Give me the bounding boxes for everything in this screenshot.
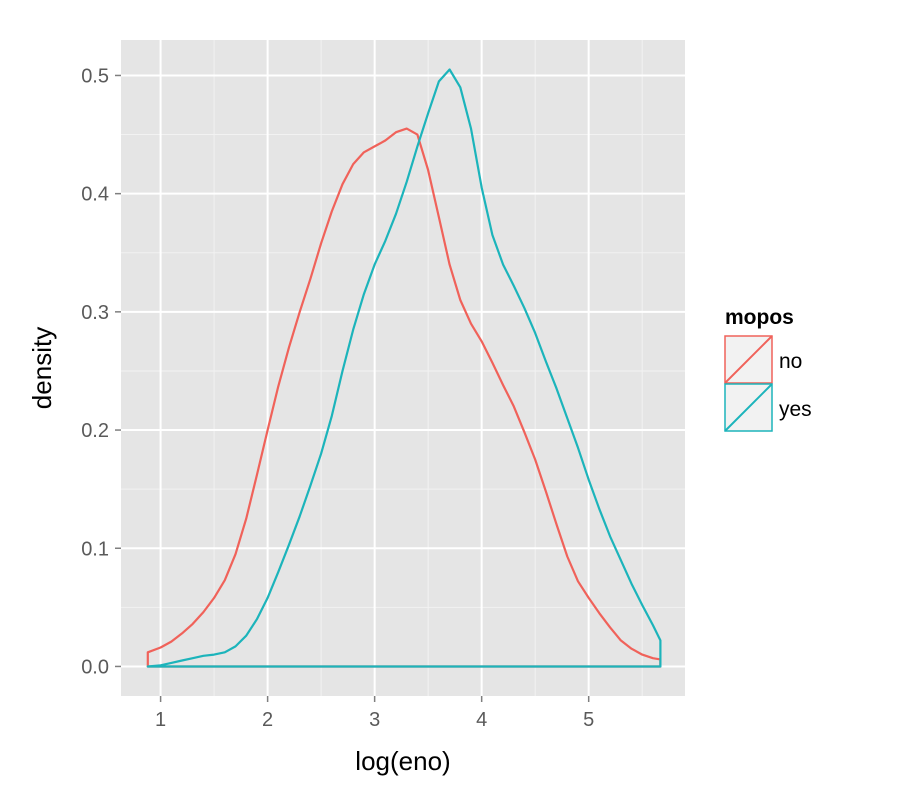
grid-major [121,40,685,696]
legend-key-line [724,383,773,432]
y-axis-title: density [27,327,57,409]
plot-panel [121,40,685,696]
x-tick-label: 2 [262,709,273,731]
x-tick-label: 3 [369,709,380,731]
y-axis: 0.0 0.1 0.2 0.3 0.4 0.5 [81,65,121,678]
x-axis-title: log(eno) [355,746,450,776]
series-group [146,68,662,668]
y-tick-label: 0.2 [81,420,109,442]
grid-minor [121,40,685,696]
y-tick-label: 0.3 [81,302,109,324]
density-series-yes [146,68,662,668]
x-tick-label: 1 [155,709,166,731]
legend-keys: no yes [724,335,812,432]
y-tick-label: 0.1 [81,538,109,560]
legend-label-yes: yes [779,398,812,421]
x-axis: 1 2 3 4 5 [155,696,594,731]
y-tick-label: 0.0 [81,656,109,678]
y-tick-label: 0.4 [81,184,109,206]
legend: mopos no yes [724,306,812,432]
x-tick-label: 5 [583,709,594,731]
x-tick-label: 4 [476,709,487,731]
legend-label-no: no [779,350,802,373]
y-tick-label: 0.5 [81,65,109,87]
legend-key-line [724,335,773,384]
legend-title: mopos [725,306,794,329]
density-series-no [146,127,662,668]
